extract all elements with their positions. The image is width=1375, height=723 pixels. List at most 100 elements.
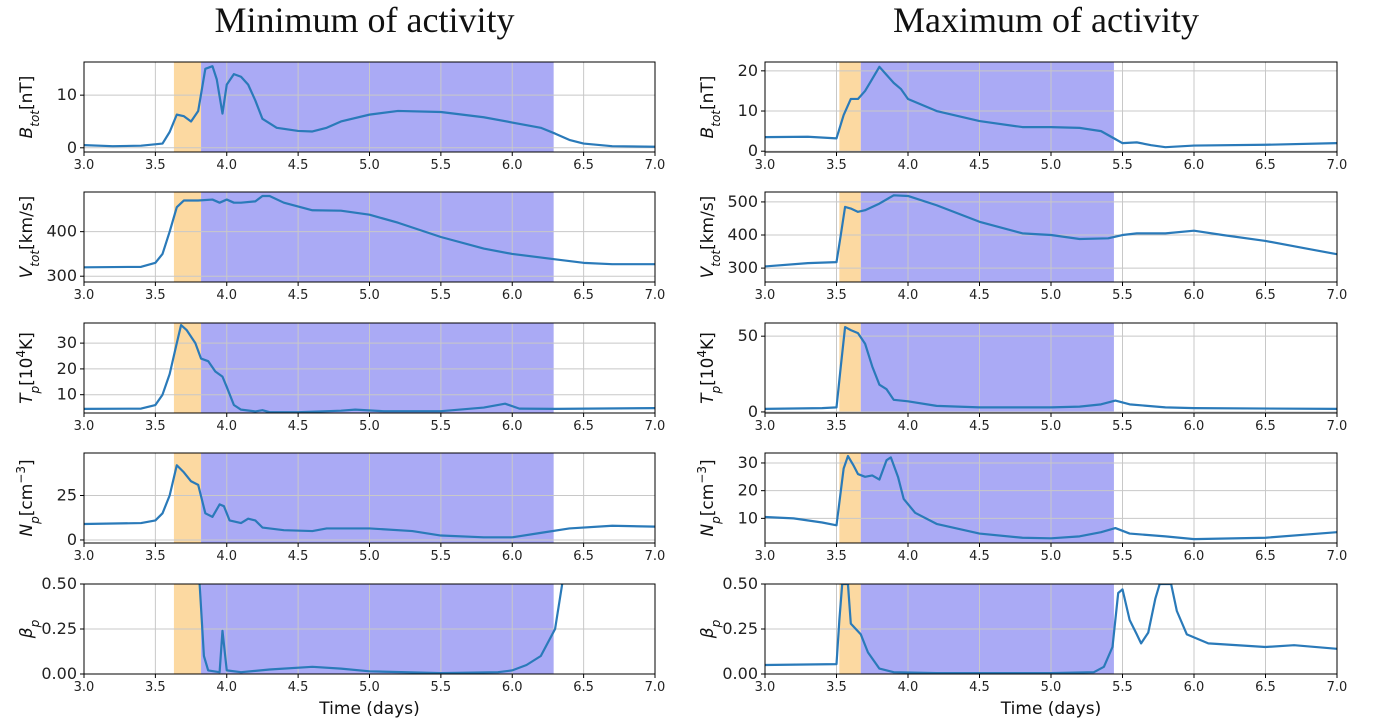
axes: [765, 323, 1337, 413]
x-tick-label: 5.0: [1041, 288, 1062, 303]
x-tick-label: 3.0: [755, 288, 776, 303]
y-tick-label: 0: [67, 530, 77, 549]
y-axis-label-part: p: [28, 619, 42, 628]
x-tick-label: 6.5: [573, 419, 594, 434]
y-axis-label-part: [10: [698, 358, 718, 386]
axes: [765, 192, 1337, 282]
x-tick-label: 5.5: [1112, 288, 1133, 303]
x-tick-label: 4.0: [898, 549, 919, 564]
y-tick-label: 0.00: [722, 664, 758, 683]
y-axis-label-part: N: [17, 524, 37, 537]
y-tick-label: 0.25: [722, 619, 758, 638]
column-title: Maximum of activity: [893, 0, 1199, 40]
x-tick-label: 4.0: [898, 680, 919, 695]
axes-frame: [83, 61, 656, 153]
x-tick-label: 5.5: [1112, 549, 1133, 564]
x-tick-label: 7.0: [1327, 680, 1348, 695]
x-tick-label: 6.0: [502, 419, 523, 434]
y-axis-label-part: ]: [17, 459, 37, 466]
y-axis-label: Tp[104K]: [695, 332, 723, 404]
y-tick-label: 30: [57, 333, 77, 352]
x-tick-label: 5.5: [431, 419, 452, 434]
x-tick-label: 7.0: [645, 680, 666, 695]
x-tick-label: 7.0: [645, 549, 666, 564]
x-axis-label: Time (days): [318, 699, 419, 719]
y-axis-label-part: tot: [709, 249, 723, 267]
x-tick-label: 6.0: [502, 288, 523, 303]
y-tick-label: 0: [748, 402, 758, 421]
y-tick-label: 25: [57, 486, 77, 505]
axes: [84, 323, 655, 413]
y-axis-label: Np[cm−3]: [14, 459, 42, 536]
y-axis-label-part: K]: [698, 332, 718, 350]
x-tick-label: 6.0: [1184, 419, 1205, 434]
x-tick-label: 6.5: [1255, 158, 1276, 173]
shaded-span: [201, 323, 554, 413]
y-axis-label-part: B: [698, 127, 718, 139]
y-axis-label-part: tot: [709, 109, 723, 127]
column-title: Minimum of activity: [215, 0, 515, 40]
axes: [765, 584, 1337, 674]
y-axis-label-part: β: [698, 627, 718, 639]
y-axis-label-part: [km/s]: [17, 196, 37, 250]
y-tick-label: 500: [727, 192, 758, 211]
x-tick-label: 7.0: [1327, 419, 1348, 434]
y-axis-label-part: −3: [695, 466, 709, 484]
y-axis-label-part: [nT]: [698, 76, 718, 110]
x-tick-label: 5.0: [1041, 158, 1062, 173]
x-tick-label: 6.0: [1184, 288, 1205, 303]
x-tick-label: 5.0: [359, 288, 380, 303]
y-axis-label-part: T: [698, 392, 718, 404]
x-tick-label: 4.0: [216, 158, 237, 173]
axes-frame: [83, 452, 656, 544]
y-axis-label: βp: [17, 619, 42, 639]
axes: [84, 62, 655, 152]
axes-frame: [764, 583, 1338, 675]
x-tick-label: 4.5: [288, 158, 309, 173]
x-tick-label: 4.0: [216, 419, 237, 434]
data-line: [765, 584, 1337, 674]
x-tick-label: 5.0: [359, 419, 380, 434]
y-axis-label-part: [cm: [698, 484, 718, 517]
shaded-span: [201, 192, 554, 282]
y-tick-label: 10: [738, 101, 758, 120]
x-tick-label: 7.0: [645, 158, 666, 173]
shaded-span: [839, 323, 861, 413]
data-line: [765, 454, 1337, 541]
x-tick-label: 3.5: [145, 419, 166, 434]
x-tick-label: 7.0: [1327, 549, 1348, 564]
y-tick-label: 30: [738, 453, 758, 472]
x-tick-label: 6.5: [573, 680, 594, 695]
y-axis-label-part: tot: [28, 109, 42, 127]
axes-frame: [764, 452, 1338, 544]
axes-frame: [764, 61, 1338, 153]
x-tick-label: 4.0: [898, 158, 919, 173]
y-tick-label: 20: [57, 359, 77, 378]
y-axis-label-part: p: [709, 619, 723, 628]
y-axis-label-part: N: [698, 524, 718, 537]
x-tick-label: 3.5: [145, 680, 166, 695]
x-tick-label: 4.5: [969, 419, 990, 434]
y-axis-label: Btot[nT]: [698, 76, 723, 139]
x-tick-label: 6.5: [1255, 549, 1276, 564]
x-tick-label: 6.5: [1255, 288, 1276, 303]
y-axis-label-part: tot: [28, 249, 42, 267]
x-tick-label: 6.0: [502, 549, 523, 564]
y-tick-label: 400: [727, 225, 758, 244]
axes-frame: [83, 583, 656, 675]
data-line: [84, 323, 655, 413]
data-line: [84, 464, 655, 539]
x-tick-label: 5.0: [359, 549, 380, 564]
x-tick-label: 3.0: [74, 549, 95, 564]
y-axis-label-part: B: [17, 127, 37, 139]
x-tick-label: 7.0: [1327, 158, 1348, 173]
y-axis-label-part: [km/s]: [698, 196, 718, 250]
y-tick-label: 50: [738, 326, 758, 345]
y-axis-label-part: K]: [17, 332, 37, 350]
y-tick-label: 10: [57, 385, 77, 404]
x-tick-label: 3.0: [74, 680, 95, 695]
y-axis-label-part: β: [17, 627, 37, 639]
shaded-span: [839, 453, 861, 543]
y-axis-label-part: p: [28, 385, 42, 394]
x-tick-label: 5.5: [1112, 419, 1133, 434]
